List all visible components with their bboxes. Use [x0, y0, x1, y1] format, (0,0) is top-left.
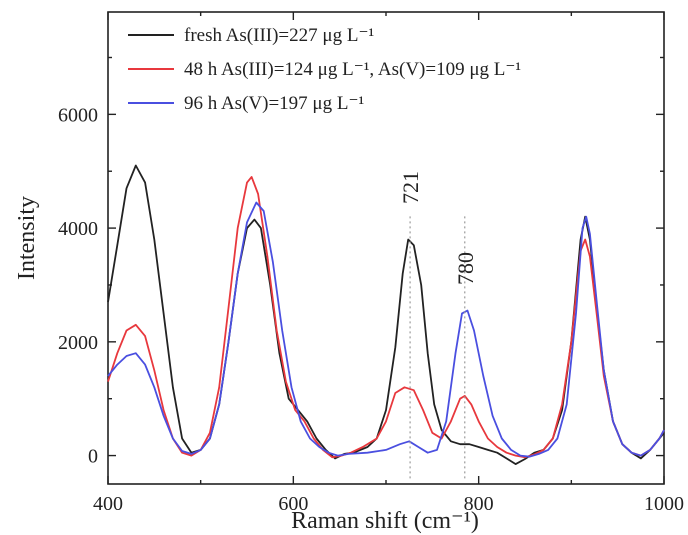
legend-label: 48 h As(III)=124 μg L⁻¹, As(V)=109 μg L⁻… [184, 59, 521, 80]
series-line [107, 201, 665, 458]
y-tick-label: 2000 [58, 332, 98, 354]
x-tick-label: 600 [278, 493, 308, 515]
y-tick-label: 4000 [58, 218, 98, 240]
peak-label: 780 [453, 252, 478, 285]
legend-label: fresh As(III)=227 μg L⁻¹ [184, 25, 374, 46]
y-tick-label: 0 [88, 446, 98, 468]
axes: 400 600 800 1000 0 2000 4000 6000 [58, 11, 684, 515]
peak-label: 721 [398, 171, 423, 204]
legend-label: 96 h As(V)=197 μg L⁻¹ [184, 93, 364, 114]
legend: fresh As(III)=227 μg L⁻¹ 48 h As(III)=124… [128, 25, 521, 114]
y-tick-label: 6000 [58, 104, 98, 126]
x-tick-label: 800 [464, 493, 494, 515]
annotation-layer: 721 780 [398, 171, 478, 479]
x-tick-label: 1000 [644, 493, 684, 515]
y-axis-title: Intensity [14, 196, 40, 280]
x-axis-title: Raman shift (cm⁻¹) [291, 508, 479, 534]
x-tick-label: 400 [93, 493, 123, 515]
series-line [107, 176, 665, 459]
series-layer [107, 164, 665, 465]
